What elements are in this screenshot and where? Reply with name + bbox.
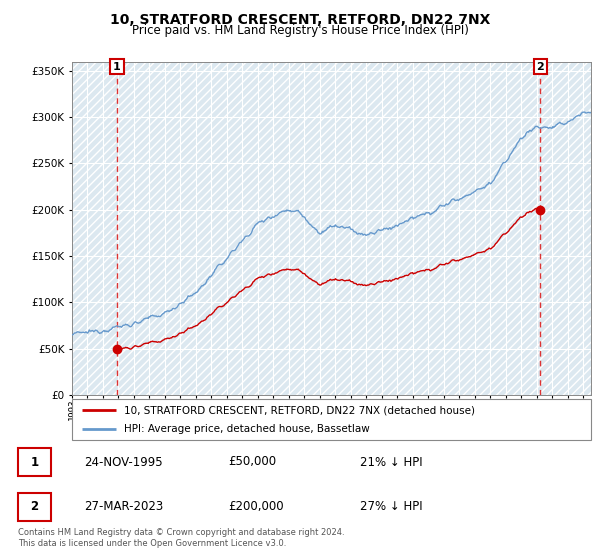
FancyBboxPatch shape	[72, 399, 591, 440]
Text: 24-NOV-1995: 24-NOV-1995	[84, 455, 163, 469]
Text: 1: 1	[31, 455, 38, 469]
Text: 10, STRATFORD CRESCENT, RETFORD, DN22 7NX (detached house): 10, STRATFORD CRESCENT, RETFORD, DN22 7N…	[124, 405, 475, 415]
Text: £50,000: £50,000	[228, 455, 276, 469]
Text: 1: 1	[113, 62, 121, 72]
Text: Contains HM Land Registry data © Crown copyright and database right 2024.
This d: Contains HM Land Registry data © Crown c…	[18, 528, 344, 548]
Text: 27-MAR-2023: 27-MAR-2023	[84, 500, 163, 514]
Text: 2: 2	[536, 62, 544, 72]
Text: Price paid vs. HM Land Registry's House Price Index (HPI): Price paid vs. HM Land Registry's House …	[131, 24, 469, 37]
Text: 10, STRATFORD CRESCENT, RETFORD, DN22 7NX: 10, STRATFORD CRESCENT, RETFORD, DN22 7N…	[110, 13, 490, 27]
Text: HPI: Average price, detached house, Bassetlaw: HPI: Average price, detached house, Bass…	[124, 424, 370, 433]
Text: 2: 2	[31, 500, 38, 514]
Text: 21% ↓ HPI: 21% ↓ HPI	[360, 455, 422, 469]
Text: £200,000: £200,000	[228, 500, 284, 514]
Text: 27% ↓ HPI: 27% ↓ HPI	[360, 500, 422, 514]
